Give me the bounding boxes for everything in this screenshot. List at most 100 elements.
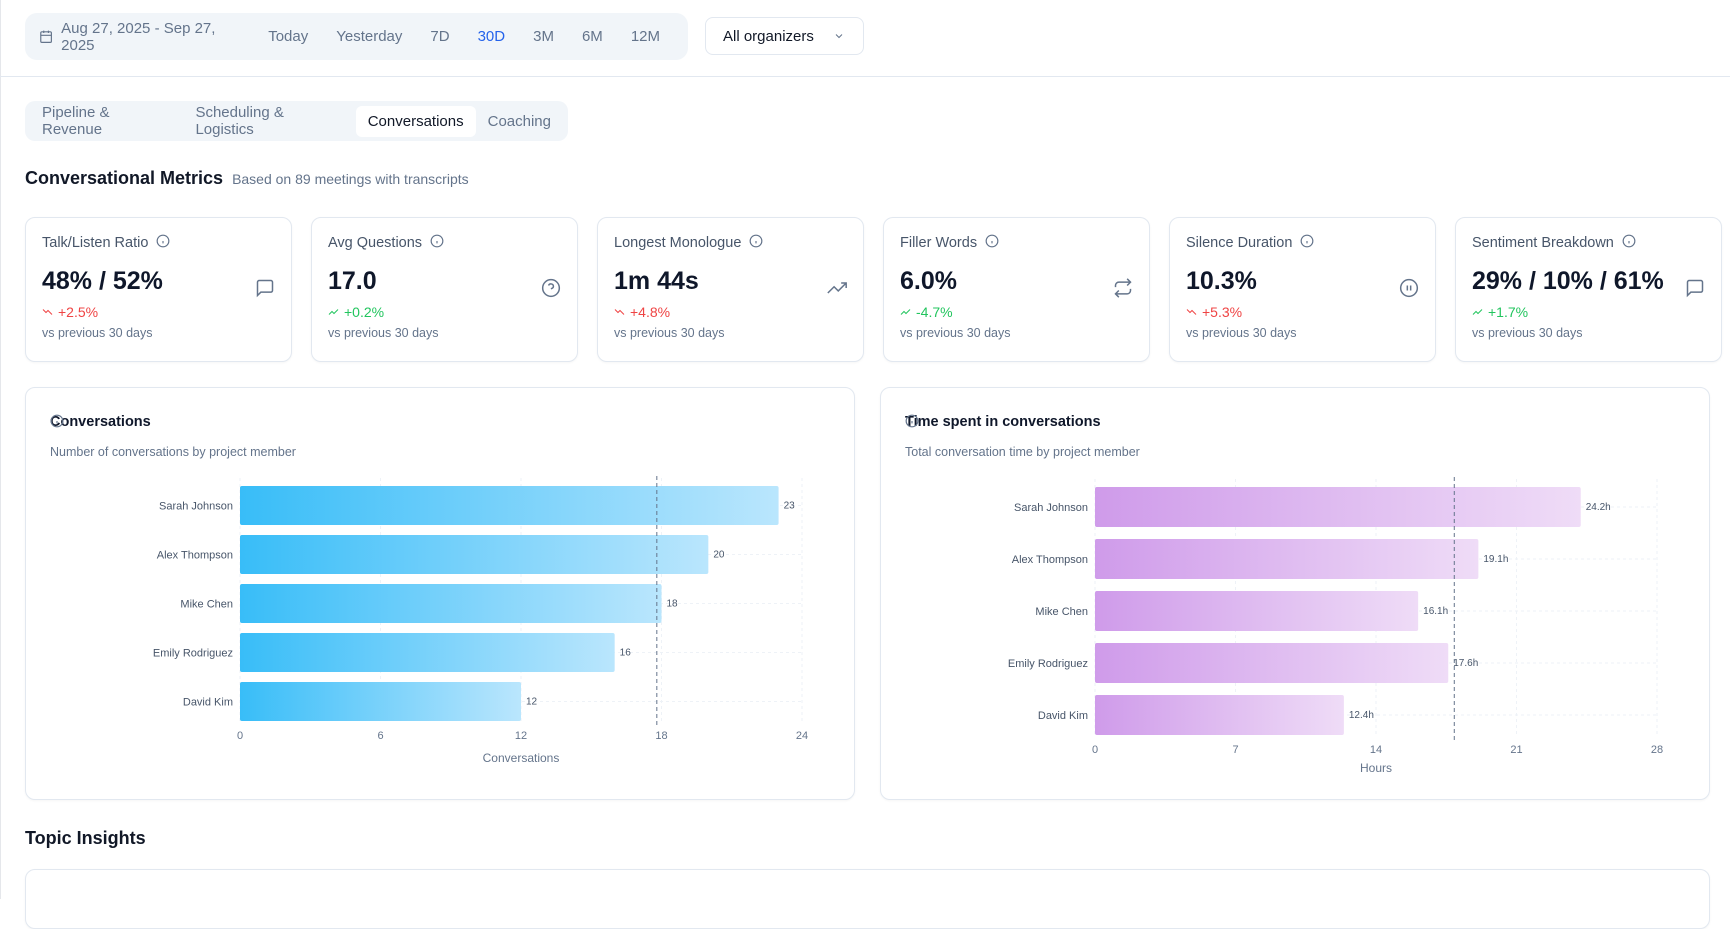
repeat-icon: [1113, 278, 1133, 303]
trend-up-icon: [1472, 309, 1483, 315]
time-spent-chart-card: Time spent in conversations Total conver…: [880, 387, 1710, 800]
organizer-dropdown[interactable]: All organizers: [705, 17, 864, 55]
y-category-label: David Kim: [183, 697, 233, 709]
x-tick-label: 28: [1651, 744, 1663, 756]
chart-subtitle: Total conversation time by project membe…: [905, 445, 1140, 459]
metric-value: 17.0: [328, 267, 377, 295]
x-tick-label: 14: [1370, 744, 1382, 756]
data-label: 19.1h: [1483, 554, 1508, 565]
y-category-label: Mike Chen: [1035, 606, 1088, 618]
metric-value: 6.0%: [900, 267, 957, 295]
metric-value: 48% / 52%: [42, 267, 163, 295]
metric-label: Filler Words: [900, 235, 978, 251]
date-option-today[interactable]: Today: [268, 28, 309, 45]
date-option-6m[interactable]: 6M: [581, 28, 603, 45]
trend-down-icon: [1186, 309, 1197, 315]
help-circle-icon: [541, 278, 561, 303]
metric-compare: vs previous 30 days: [1186, 326, 1297, 340]
metric-change: +0.2%: [344, 304, 385, 320]
info-icon[interactable]: [985, 234, 999, 252]
y-category-label: Sarah Johnson: [1014, 502, 1088, 514]
info-icon[interactable]: [156, 234, 170, 252]
metric-label: Talk/Listen Ratio: [42, 235, 149, 251]
metric-compare: vs previous 30 days: [900, 326, 1011, 340]
metric-compare: vs previous 30 days: [328, 326, 439, 340]
tab-bar: Pipeline & Revenue Scheduling & Logistic…: [25, 101, 568, 141]
conversations-chart-card: Conversations Number of conversations by…: [25, 387, 855, 800]
metric-card: Sentiment Breakdown 29% / 10% / 61% +1.7…: [1455, 217, 1722, 362]
trend-up-icon: [900, 309, 911, 315]
message-square-icon: [1685, 278, 1705, 303]
bar: [240, 535, 709, 574]
data-label: 12: [526, 697, 538, 708]
y-category-label: Emily Rodriguez: [1008, 658, 1088, 670]
bar: [1095, 643, 1449, 683]
tab-conversations[interactable]: Conversations: [355, 105, 476, 137]
x-tick-label: 18: [655, 730, 667, 742]
bar: [240, 486, 779, 525]
metric-change: -4.7%: [916, 304, 953, 320]
y-category-label: Alex Thompson: [157, 550, 233, 562]
section-title: Conversational Metrics: [25, 168, 224, 188]
bar: [1095, 695, 1344, 735]
organizer-value: All organizers: [723, 27, 814, 45]
chevron-down-icon: [835, 34, 843, 39]
section-header: Conversational Metrics Based on 89 meeti…: [25, 168, 469, 189]
bar: [240, 633, 615, 672]
data-label: 20: [713, 550, 725, 561]
bar: [1095, 591, 1419, 631]
conversations-bar-chart: 0 6 12 18 24 Sarah Johnson 23 Alex Thompson 20 Mi…: [153, 476, 808, 765]
metric-label: Sentiment Breakdown: [1472, 235, 1614, 251]
y-category-label: Emily Rodriguez: [153, 648, 233, 660]
y-category-label: Mike Chen: [180, 599, 233, 611]
data-label: 23: [784, 501, 796, 512]
section-subtitle: Based on 89 meetings with transcripts: [232, 171, 469, 187]
tab-scheduling-logistics[interactable]: Scheduling & Logistics: [195, 104, 284, 138]
date-option-3m[interactable]: 3M: [533, 28, 554, 45]
trend-down-icon: [42, 309, 53, 315]
date-option-7d[interactable]: 7D: [430, 28, 450, 45]
metric-value: 29% / 10% / 61%: [1472, 267, 1664, 295]
x-tick-label: 12: [515, 730, 527, 742]
metric-value: 1m 44s: [614, 267, 699, 295]
pause-circle-icon: [1399, 278, 1419, 303]
metric-card: Avg Questions 17.0 +0.2% vs previous 30 …: [311, 217, 578, 362]
topic-insights-card: [25, 869, 1710, 929]
date-option-12m[interactable]: 12M: [630, 28, 660, 45]
calendar-icon: [40, 30, 52, 43]
date-option-yesterday[interactable]: Yesterday: [336, 28, 403, 45]
metric-card: Filler Words 6.0% -4.7% vs previous 30 d…: [883, 217, 1150, 362]
bar: [1095, 539, 1479, 579]
x-tick-label: 0: [237, 730, 243, 742]
data-label: 16: [620, 648, 632, 659]
metric-change: +2.5%: [58, 304, 99, 320]
metric-compare: vs previous 30 days: [1472, 326, 1583, 340]
page-edge: [0, 0, 1, 899]
topic-insights-title: Topic Insights: [25, 828, 146, 848]
info-icon[interactable]: [1622, 234, 1636, 252]
date-range-text: Aug 27, 2025 - Sep 27, 2025: [61, 19, 216, 54]
header-divider: [0, 76, 1730, 77]
metric-compare: vs previous 30 days: [42, 326, 153, 340]
metric-card: Longest Monologue 1m 44s +4.8% vs previo…: [597, 217, 864, 362]
trending-up-icon: [827, 278, 847, 303]
data-label: 17.6h: [1453, 658, 1478, 669]
message-square-icon: [255, 278, 275, 303]
date-range-picker[interactable]: Aug 27, 2025 - Sep 27, 2025: [39, 20, 242, 54]
info-icon[interactable]: [1300, 234, 1314, 252]
metric-change: +1.7%: [1488, 304, 1529, 320]
info-icon[interactable]: [749, 234, 763, 252]
bar: [1095, 487, 1581, 527]
metric-compare: vs previous 30 days: [614, 326, 725, 340]
metric-label: Avg Questions: [328, 235, 423, 251]
metric-value: 10.3%: [1186, 267, 1257, 295]
x-tick-label: 21: [1510, 744, 1522, 756]
trend-up-icon: [328, 309, 339, 315]
tab-pipeline-revenue[interactable]: Pipeline & Revenue: [42, 104, 110, 138]
x-tick-label: 24: [796, 730, 808, 742]
info-icon[interactable]: [430, 234, 444, 252]
tab-coaching[interactable]: Coaching: [487, 112, 551, 130]
date-option-30d[interactable]: 30D: [477, 28, 506, 45]
bar: [240, 682, 521, 721]
chart-subtitle: Number of conversations by project membe…: [50, 445, 296, 459]
